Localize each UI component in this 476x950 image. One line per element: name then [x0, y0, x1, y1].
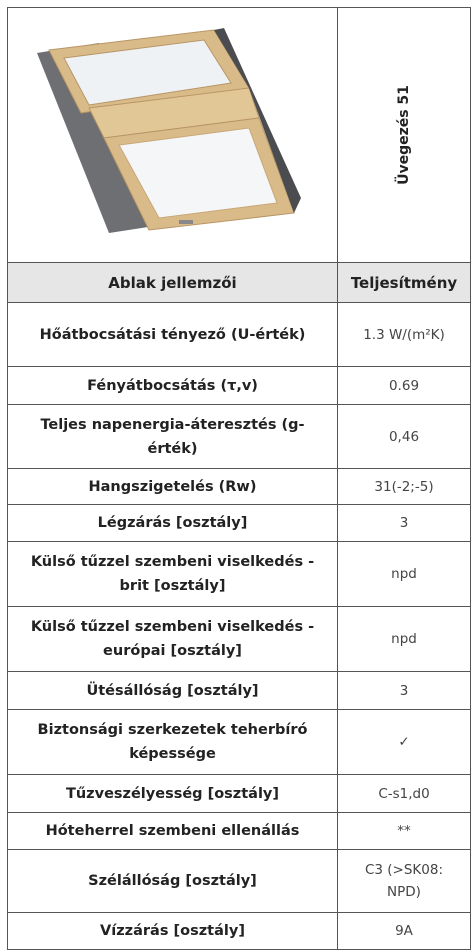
property-cell: Hőátbocsátási tényező (U-érték) [8, 303, 338, 367]
value-cell: 0,46 [338, 405, 471, 469]
handle [179, 220, 193, 224]
property-cell: Fényátbocsátás (τ,v) [8, 367, 338, 405]
page: Üvegezés 51 Ablak jellemzői Teljesítmény… [0, 0, 476, 950]
property-cell: Szélállóság [osztály] [8, 850, 338, 913]
value-cell: 3 [338, 672, 471, 710]
window-image [9, 8, 337, 258]
value-cell: C3 (>SK08: NPD) [338, 850, 471, 913]
value-cell: 9A [338, 913, 471, 950]
property-cell: Ütésállóság [osztály] [8, 672, 338, 710]
property-cell: Hóteherrel szembeni ellenállás [8, 813, 338, 850]
glazing-label: Üvegezés 51 [396, 85, 412, 185]
value-cell: 0.69 [338, 367, 471, 405]
table-row: Hangszigetelés (Rw)31(-2;-5) [8, 469, 471, 505]
property-cell: Biztonsági szerkezetek teherbíró képessé… [8, 710, 338, 775]
value-cell: ** [338, 813, 471, 850]
image-cell [8, 8, 338, 263]
value-cell: ✓ [338, 710, 471, 775]
table-row: Biztonsági szerkezetek teherbíró képessé… [8, 710, 471, 775]
property-cell: Külső tűzzel szembeni viselkedés - európ… [8, 607, 338, 672]
value-cell: npd [338, 607, 471, 672]
property-cell: Külső tűzzel szembeni viselkedés - brit … [8, 542, 338, 607]
property-cell: Légzárás [osztály] [8, 505, 338, 542]
table-row: Teljes napenergia-áteresztés (g-érték)0,… [8, 405, 471, 469]
header-row: Ablak jellemzői Teljesítmény [8, 263, 471, 303]
table-row: Hóteherrel szembeni ellenállás** [8, 813, 471, 850]
property-cell: Hangszigetelés (Rw) [8, 469, 338, 505]
table-row: Tűzveszélyesség [osztály]C-s1,d0 [8, 775, 471, 813]
value-cell: 3 [338, 505, 471, 542]
property-cell: Vízzárás [osztály] [8, 913, 338, 950]
property-cell: Tűzveszélyesség [osztály] [8, 775, 338, 813]
table-row: Fényátbocsátás (τ,v)0.69 [8, 367, 471, 405]
table-row: Szélállóság [osztály]C3 (>SK08: NPD) [8, 850, 471, 913]
table-row: Hőátbocsátási tényező (U-érték)1.3 W/(m²… [8, 303, 471, 367]
table-row: Vízzárás [osztály]9A [8, 913, 471, 950]
value-cell: C-s1,d0 [338, 775, 471, 813]
image-row: Üvegezés 51 [8, 8, 471, 263]
spec-table: Üvegezés 51 Ablak jellemzői Teljesítmény… [7, 7, 471, 950]
column-header: Ablak jellemzői [8, 263, 338, 303]
table-row: Külső tűzzel szembeni viselkedés - brit … [8, 542, 471, 607]
glazing-cell: Üvegezés 51 [338, 8, 471, 263]
table-row: Külső tűzzel szembeni viselkedés - európ… [8, 607, 471, 672]
table-row: Légzárás [osztály]3 [8, 505, 471, 542]
table-body: Üvegezés 51 Ablak jellemzői Teljesítmény… [8, 8, 471, 950]
value-cell: 31(-2;-5) [338, 469, 471, 505]
column-header: Teljesítmény [338, 263, 471, 303]
table-row: Ütésállóság [osztály]3 [8, 672, 471, 710]
property-cell: Teljes napenergia-áteresztés (g-érték) [8, 405, 338, 469]
value-cell: 1.3 W/(m²K) [338, 303, 471, 367]
value-cell: npd [338, 542, 471, 607]
